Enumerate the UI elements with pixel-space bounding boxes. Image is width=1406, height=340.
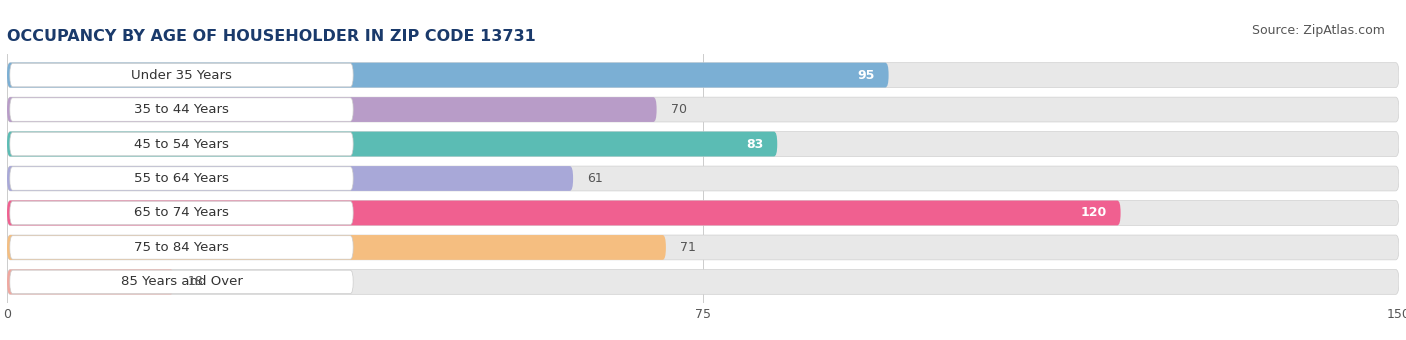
Text: 75 to 84 Years: 75 to 84 Years xyxy=(134,241,229,254)
Text: 35 to 44 Years: 35 to 44 Years xyxy=(134,103,229,116)
FancyBboxPatch shape xyxy=(7,235,1399,260)
Text: 70: 70 xyxy=(671,103,686,116)
FancyBboxPatch shape xyxy=(10,63,353,87)
Text: 95: 95 xyxy=(858,69,875,82)
FancyBboxPatch shape xyxy=(7,270,1399,294)
FancyBboxPatch shape xyxy=(7,132,778,156)
FancyBboxPatch shape xyxy=(7,97,657,122)
Text: 85 Years and Over: 85 Years and Over xyxy=(121,275,242,288)
FancyBboxPatch shape xyxy=(7,166,574,191)
Text: Under 35 Years: Under 35 Years xyxy=(131,69,232,82)
FancyBboxPatch shape xyxy=(10,167,353,190)
FancyBboxPatch shape xyxy=(10,98,353,121)
Text: Source: ZipAtlas.com: Source: ZipAtlas.com xyxy=(1251,24,1385,37)
Text: 83: 83 xyxy=(747,137,763,151)
FancyBboxPatch shape xyxy=(7,63,889,87)
Text: 61: 61 xyxy=(588,172,603,185)
FancyBboxPatch shape xyxy=(7,132,1399,156)
FancyBboxPatch shape xyxy=(10,270,353,294)
Text: 18: 18 xyxy=(188,275,204,288)
Text: 65 to 74 Years: 65 to 74 Years xyxy=(134,206,229,220)
Text: 120: 120 xyxy=(1080,206,1107,220)
FancyBboxPatch shape xyxy=(7,63,1399,87)
Text: OCCUPANCY BY AGE OF HOUSEHOLDER IN ZIP CODE 13731: OCCUPANCY BY AGE OF HOUSEHOLDER IN ZIP C… xyxy=(7,29,536,44)
Text: 71: 71 xyxy=(681,241,696,254)
FancyBboxPatch shape xyxy=(7,97,1399,122)
FancyBboxPatch shape xyxy=(7,235,666,260)
FancyBboxPatch shape xyxy=(7,201,1121,225)
FancyBboxPatch shape xyxy=(10,201,353,225)
FancyBboxPatch shape xyxy=(7,201,1399,225)
FancyBboxPatch shape xyxy=(10,236,353,259)
Text: 55 to 64 Years: 55 to 64 Years xyxy=(134,172,229,185)
Text: 45 to 54 Years: 45 to 54 Years xyxy=(134,137,229,151)
FancyBboxPatch shape xyxy=(7,270,174,294)
FancyBboxPatch shape xyxy=(10,132,353,156)
FancyBboxPatch shape xyxy=(7,166,1399,191)
